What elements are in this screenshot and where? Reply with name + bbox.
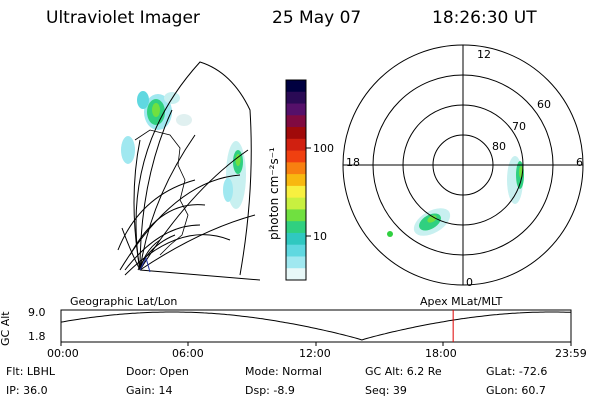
- date-label: 25 May 07: [272, 8, 362, 28]
- info-flt: Flt: LBHL: [6, 365, 55, 378]
- time-label: 18:26:30 UT: [432, 8, 537, 28]
- info-dsp: Dsp: -8.9: [245, 384, 295, 397]
- colorbar-tick-10: 10: [313, 230, 327, 243]
- timeline-left-caption: Geographic Lat/Lon: [70, 295, 178, 308]
- polar-aurora: [387, 156, 524, 237]
- colorbar-band: [286, 162, 306, 175]
- info-glon: GLon: 60.7: [486, 384, 546, 397]
- polar-lat-60: 60: [537, 98, 551, 111]
- timeline-xtick-0600: 06:00: [172, 347, 204, 360]
- info-gain: Gain: 14: [126, 384, 173, 397]
- polar-lat-70: 70: [512, 120, 526, 133]
- colorbar-band: [286, 185, 306, 199]
- polar-lat-80: 80: [492, 140, 506, 153]
- colorbar-band: [286, 268, 306, 281]
- timeline-ytick-9: 9.0: [28, 306, 46, 319]
- colorbar-band: [286, 209, 306, 222]
- colorbar-band: [286, 174, 306, 187]
- timeline-xtick-1200: 12:00: [299, 347, 331, 360]
- polar-label-0: 0: [466, 276, 473, 289]
- timeline-xtick-0000: 00:00: [47, 347, 79, 360]
- colorbar-band: [286, 150, 306, 163]
- timeline-ytick-1.8: 1.8: [28, 330, 46, 343]
- timeline-right-caption: Apex MLat/MLT: [420, 295, 503, 308]
- colorbar-band: [286, 103, 306, 116]
- colorbar-band: [286, 127, 306, 140]
- instrument-title: Ultraviolet Imager: [46, 8, 200, 28]
- aurora-emission: [121, 91, 246, 209]
- colorbar-band: [286, 232, 306, 246]
- colorbar-band: [286, 221, 306, 234]
- colorbar-band: [286, 256, 306, 269]
- colorbar-band: [286, 80, 306, 93]
- info-ip: IP: 36.0: [6, 384, 48, 397]
- info-glat: GLat: -72.6: [486, 365, 548, 378]
- colorbar-band: [286, 138, 306, 152]
- timeline-ylabel: GC Alt: [0, 311, 12, 346]
- polar-label-18: 18: [346, 156, 360, 169]
- info-gc-alt: GC Alt: 6.2 Re: [365, 365, 442, 378]
- colorbar-tick-100: 100: [313, 142, 334, 155]
- polar-label-12: 12: [477, 48, 491, 61]
- colorbar-band: [286, 115, 306, 128]
- colorbar-band: [286, 91, 306, 105]
- colorbar-band: [286, 244, 306, 257]
- info-door: Door: Open: [126, 365, 189, 378]
- timeline-xtick-1800: 18:00: [425, 347, 457, 360]
- info-mode: Mode: Normal: [245, 365, 322, 378]
- colorbar-band: [286, 197, 306, 210]
- altitude-curve: [60, 311, 572, 341]
- polar-label-6: 6: [576, 156, 583, 169]
- info-seq: Seq: 39: [365, 384, 407, 397]
- timeline-xtick-2359: 23:59: [555, 347, 587, 360]
